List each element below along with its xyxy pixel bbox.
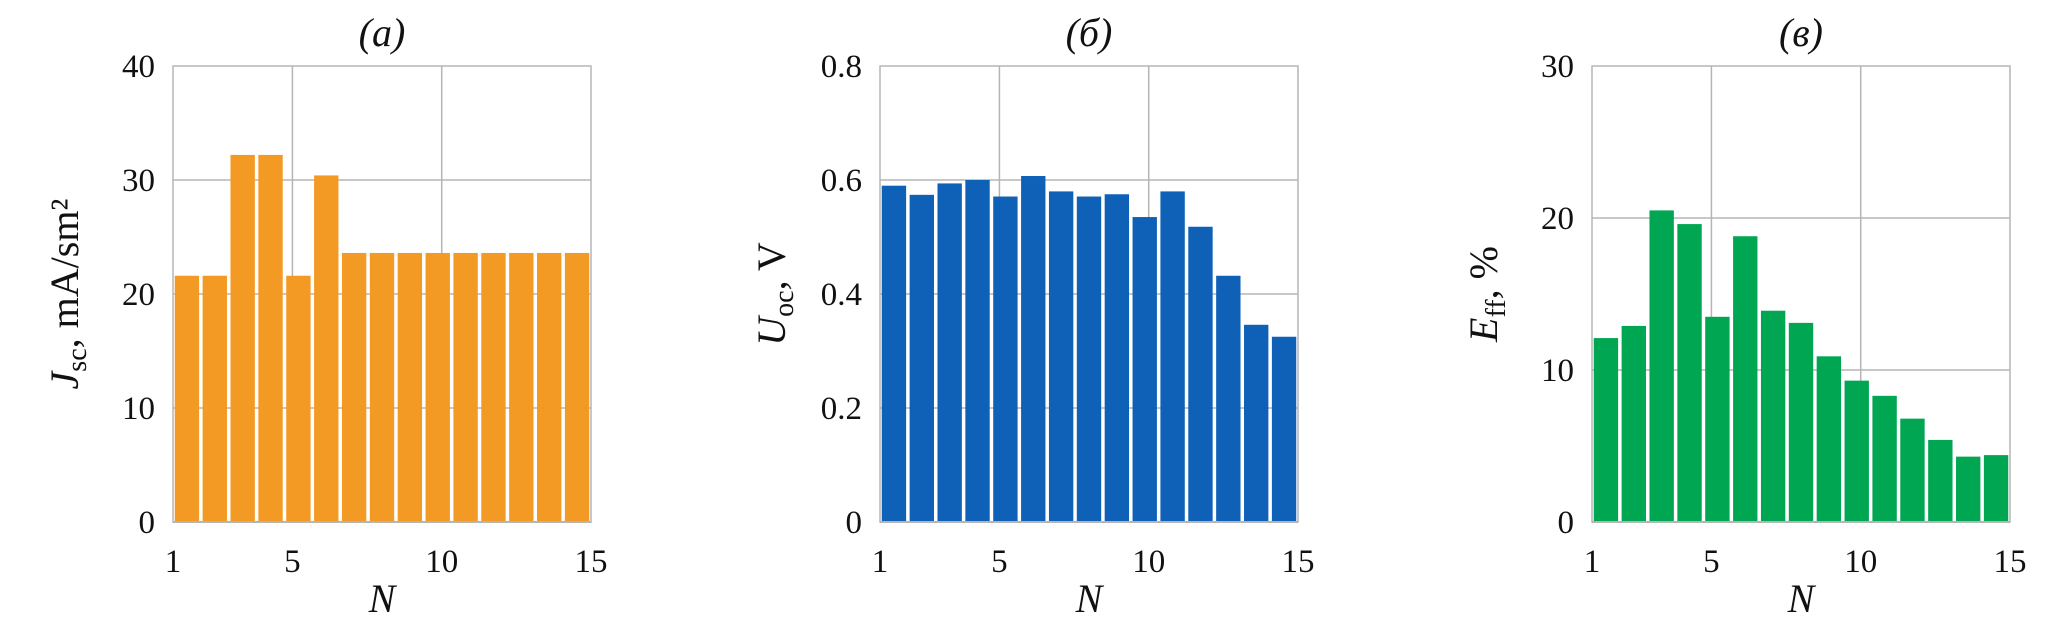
bar [425,252,450,522]
bar [1048,191,1074,522]
y-axis-label: Jsc, mA/sm² [42,199,93,390]
bar [1104,194,1130,522]
y-tick-label: 0.2 [821,391,862,427]
x-tick-label: 5 [1703,544,1720,580]
bar [1132,217,1157,523]
bar [174,275,200,522]
y-tick-label: 0.6 [821,163,862,199]
bar [230,154,255,523]
bar [1621,325,1646,522]
bar [341,252,367,522]
bar [1593,338,1619,522]
y-axis-label: Uoc, V [749,242,800,346]
x-axis-label: N [1787,576,1817,614]
bar [993,196,1018,522]
bar [1021,176,1046,522]
panel-title: (в) [1779,10,1823,55]
y-tick-label: 0 [139,505,156,541]
bar [1076,196,1102,522]
bar [286,275,311,522]
bar [1788,322,1814,522]
y-axis-subscript: oc [769,290,800,316]
bar [1705,316,1730,522]
x-tick-label: 15 [575,544,608,580]
panel-title: (б) [1066,10,1113,55]
bar [1160,191,1185,522]
y-tick-label: 20 [1541,201,1574,237]
x-tick-label: 10 [1844,544,1877,580]
x-tick-label: 15 [1282,544,1315,580]
x-tick-label: 1 [1584,544,1601,580]
bar [937,183,962,523]
bar [453,252,478,522]
bar [369,252,395,522]
y-axis-symbol: U [749,314,794,346]
x-tick-label: 1 [165,544,182,580]
y-axis-unit: , % [1461,246,1506,299]
bar [1900,418,1925,522]
x-tick-label: 5 [991,544,1008,580]
panel-title: (a) [359,10,406,55]
bar [537,252,562,522]
bar [397,252,423,522]
y-axis-subscript: sc [62,348,93,371]
y-axis-label: Eff, % [1461,246,1512,343]
bar [202,275,227,522]
bar [965,180,990,522]
y-tick-label: 20 [122,277,155,313]
y-tick-label: 30 [122,163,155,199]
bar [1649,210,1674,522]
bar [564,252,590,522]
bar [1677,224,1702,522]
x-tick-label: 10 [1132,544,1165,580]
x-tick-label: 5 [284,544,301,580]
bar [258,154,283,523]
y-tick-label: 0 [846,505,863,541]
y-axis-unit: , V [749,242,794,290]
bar [1733,236,1758,523]
bar [1188,226,1213,523]
x-axis-label: N [368,576,398,614]
bar [1244,324,1269,522]
bar [314,175,339,522]
bar [1216,275,1241,522]
x-tick-label: 1 [872,544,889,580]
y-tick-label: 10 [1541,353,1574,389]
bar [1844,380,1869,522]
bar [481,252,506,522]
y-tick-label: 10 [122,391,155,427]
bar [1983,455,2009,522]
y-tick-label: 0.8 [821,49,862,85]
bar [881,185,907,522]
bar [909,194,934,522]
bar [1956,456,1981,522]
y-tick-label: 0.4 [821,277,862,313]
y-tick-label: 40 [122,49,155,85]
bar [1872,395,1897,522]
bar [1816,356,1842,522]
x-tick-label: 10 [425,544,458,580]
y-axis-unit: , mA/sm² [42,199,87,349]
x-tick-label: 15 [1994,544,2027,580]
x-axis-label: N [1075,576,1105,614]
y-tick-label: 30 [1541,49,1574,85]
bar [1760,310,1786,522]
bar [509,252,534,522]
y-axis-symbol: J [42,369,87,389]
y-axis-subscript: ff [1481,299,1512,318]
y-tick-label: 0 [1558,505,1575,541]
y-axis-symbol: E [1461,318,1506,343]
bar [1271,336,1297,522]
bar [1928,439,1953,522]
